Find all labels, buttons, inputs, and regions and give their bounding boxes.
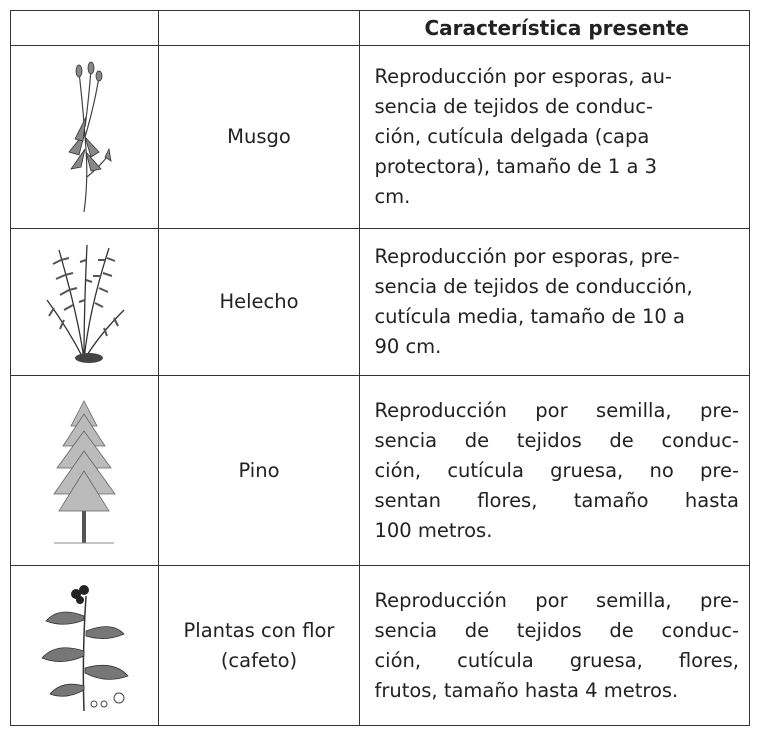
description-cell: Reproducción por esporas, pre- sencia de…: [359, 228, 750, 376]
moss-illustration: [68, 61, 112, 213]
row: Helecho Reproducción por esporas, pre- s…: [10, 228, 750, 376]
row: Plantas con flor (cafeto) Reproducción p…: [10, 565, 750, 726]
fern-illustration: [46, 244, 125, 363]
description-line: sencia de tejidos de conduc-: [374, 618, 739, 642]
image-cell: [10, 565, 159, 726]
description-line: Reproducción por esporas, au-: [374, 65, 672, 88]
image-cell: [10, 45, 159, 229]
description-cell: Reproducción por esporas, au- sencia de …: [359, 45, 750, 229]
row: Pino Reproducción por semilla, pre- senc…: [10, 375, 750, 566]
description-line: Reproducción por esporas, pre-: [374, 245, 680, 268]
pine-illustration: [53, 399, 117, 543]
description-cell: Reproducción por semilla, pre- sencia de…: [359, 375, 750, 566]
description-line: sentan flores, tamaño hasta: [374, 488, 739, 512]
description-line: Reproducción por semilla, pre-: [374, 398, 739, 422]
header-cell: [10, 10, 159, 46]
description-line: ción, cutícula gruesa, flores,: [374, 648, 739, 672]
name-cell: Musgo: [157, 45, 361, 229]
plant-name: Helecho: [219, 290, 299, 313]
description-line: Reproducción por semilla, pre-: [374, 588, 739, 612]
coffee-illustration: [41, 584, 129, 711]
name-cell: Plantas con flor (cafeto): [157, 565, 361, 726]
description-line: ción, cutícula gruesa, no pre-: [374, 458, 739, 482]
description-line: 90 cm.: [374, 335, 442, 358]
description-line: cutícula media, tamaño de 10 a: [374, 305, 685, 328]
header-row: Característica presente: [10, 10, 750, 46]
plant-table: Característica presente Musgo Reproducci…: [10, 10, 750, 726]
description-line: 100 metros.: [374, 518, 493, 542]
description-cell: Reproducción por semilla, pre- sencia de…: [359, 565, 750, 726]
description-line: frutos, tamaño hasta 4 metros.: [374, 678, 679, 702]
image-cell: [10, 375, 159, 566]
plant-name: Musgo: [227, 125, 291, 148]
description-line: sencia de tejidos de conduc-: [374, 95, 654, 118]
description-line: cm.: [374, 185, 411, 208]
plant-name: Pino: [238, 458, 280, 482]
row: Musgo Reproducción por esporas, au- senc…: [10, 45, 750, 229]
plant-name: Plantas con flor: [183, 618, 335, 642]
description-line: protectora), tamaño de 1 a 3: [374, 155, 658, 178]
description-line: sencia de tejidos de conduc-: [374, 428, 739, 452]
header-cell: [157, 10, 361, 46]
name-cell: Helecho: [157, 228, 361, 376]
name-cell: Pino: [157, 375, 361, 566]
description-line: sencia de tejidos de conducción,: [374, 275, 693, 298]
header-title: Característica presente: [359, 10, 750, 46]
plant-name: (cafeto): [220, 648, 298, 672]
description-line: ción, cutícula delgada (capa: [374, 125, 650, 148]
image-cell: [10, 228, 159, 376]
